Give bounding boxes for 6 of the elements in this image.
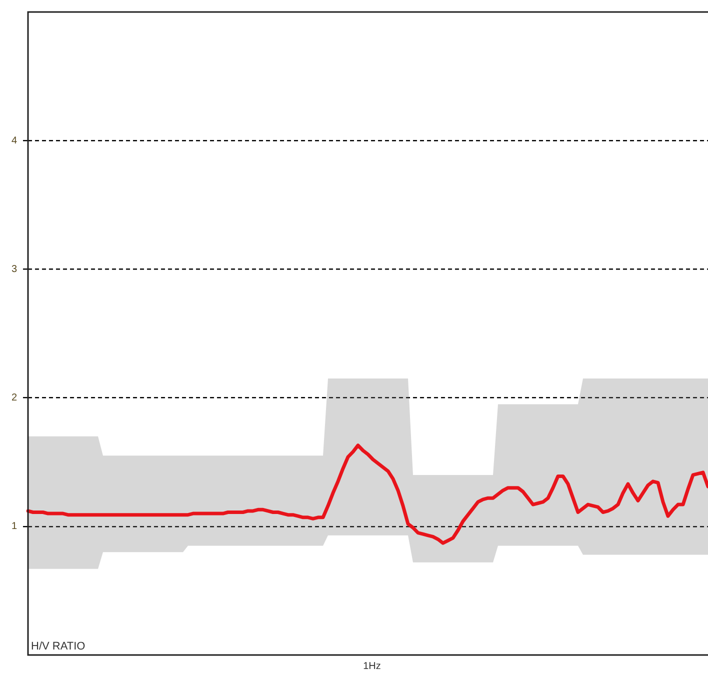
text: 1Hz — [363, 660, 381, 672]
y-tick-label: 3 — [11, 264, 18, 275]
y-axis-title: H/V RATIO — [31, 640, 86, 653]
y-tick-label: 1 — [11, 521, 18, 532]
y-tick-label: 2 — [11, 392, 18, 404]
y-tick-label: 4 — [11, 135, 18, 146]
